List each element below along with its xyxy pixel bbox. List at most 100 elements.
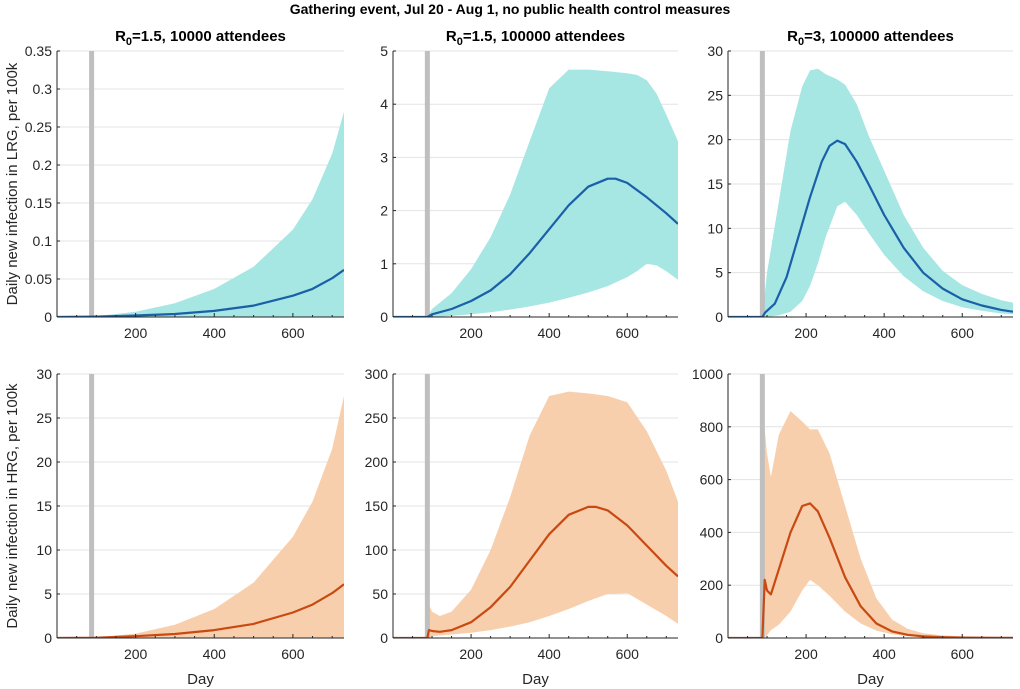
mean-line: [393, 177, 678, 317]
panel-6: 0 200 400 600 800 1000 200 400 600 Day: [692, 366, 1013, 688]
y-tick-label: 20: [707, 132, 723, 148]
y-tick-label: 0.3: [33, 81, 53, 97]
y-tick-label: 0: [380, 630, 388, 646]
plot-area: [393, 51, 678, 317]
y-tick-label: 200: [365, 454, 389, 470]
y-tick-label: 5: [715, 265, 723, 281]
uncertainty-band: [427, 391, 678, 638]
panel-title-r: R: [446, 28, 457, 45]
y-tick-label: 0.2: [33, 157, 53, 173]
y-tick-label: 800: [700, 419, 724, 435]
y-tick-label: 0.05: [25, 271, 52, 287]
y-tick-label: 15: [707, 176, 723, 192]
x-tick-label: 400: [203, 325, 227, 341]
panel-title-rest: =3, 100000 attendees: [804, 28, 954, 45]
y-tick-label: 20: [36, 454, 52, 470]
x-tick-label: 400: [872, 646, 896, 662]
y-tick-label: 400: [700, 524, 724, 540]
y-tick-label: 300: [365, 366, 389, 382]
y-tick-label: 0.25: [25, 119, 52, 135]
panel-title-subscript: 0: [798, 36, 804, 48]
panel-4: 0 5 10 15 20 25 30 200 400 600 Daily new infection…: [4, 366, 344, 688]
x-tick-label: 400: [872, 325, 896, 341]
panel-title-r: R: [787, 28, 798, 45]
y-tick-label: 0: [715, 309, 723, 325]
x-tick-label: 200: [459, 325, 483, 341]
x-axis-label: Day: [187, 671, 214, 688]
mean-line: [728, 502, 1013, 638]
y-tick-label: 150: [365, 498, 389, 514]
event-marker-bar: [759, 374, 765, 638]
x-tick-label: 200: [794, 646, 818, 662]
y-tick-label: 50: [372, 586, 388, 602]
y-tick-label: 25: [36, 410, 52, 426]
y-tick-label: 0: [44, 630, 52, 646]
event-marker-bar: [424, 51, 430, 317]
y-tick-label: 4: [380, 96, 388, 112]
y-tick-label: 0: [44, 309, 52, 325]
x-tick-label: 600: [281, 325, 305, 341]
figure-title: Gathering event, Jul 20 - Aug 1, no publ…: [290, 1, 731, 17]
y-tick-label: 100: [365, 542, 389, 558]
panel-title-r: R: [115, 28, 126, 45]
event-marker-bar: [424, 374, 430, 638]
event-marker-bar: [89, 374, 95, 638]
x-tick-label: 600: [616, 646, 640, 662]
x-axis-label: Day: [857, 671, 884, 688]
y-tick-label: 25: [707, 87, 723, 103]
panel-title: R0=1.5, 10000 attendees: [115, 28, 286, 48]
panel-title-rest: =1.5, 100000 attendees: [463, 28, 625, 45]
x-tick-label: 400: [537, 646, 561, 662]
y-tick-label: 2: [380, 203, 388, 219]
y-tick-label: 0.1: [33, 233, 53, 249]
x-tick-label: 400: [203, 646, 227, 662]
panel-5: 0 50 100 150 200 250 300 200 400 600 Day: [365, 366, 678, 688]
y-axis-label: Daily new infection in LRG, per 100k: [4, 62, 21, 305]
y-tick-label: 15: [36, 498, 52, 514]
plot-area: [57, 51, 344, 317]
plot-area: [393, 374, 678, 638]
y-tick-label: 5: [380, 43, 388, 59]
x-tick-label: 600: [281, 646, 305, 662]
y-tick-label: 10: [36, 542, 52, 558]
y-tick-label: 250: [365, 410, 389, 426]
x-tick-label: 600: [951, 325, 975, 341]
plot-area: [728, 51, 1013, 317]
y-tick-label: 0.15: [25, 195, 52, 211]
panel-title-subscript: 0: [457, 36, 463, 48]
x-tick-label: 200: [124, 646, 148, 662]
y-tick-label: 600: [700, 472, 724, 488]
uncertainty-band: [427, 69, 678, 317]
x-tick-label: 600: [616, 325, 640, 341]
uncertainty-band: [762, 68, 1013, 317]
x-tick-label: 600: [951, 646, 975, 662]
x-tick-label: 200: [459, 646, 483, 662]
x-tick-label: 200: [124, 325, 148, 341]
panel-title: R0=3, 100000 attendees: [787, 28, 954, 48]
y-tick-label: 3: [380, 149, 388, 165]
y-tick-label: 30: [707, 43, 723, 59]
y-tick-label: 0: [715, 630, 723, 646]
y-tick-label: 1: [380, 256, 388, 272]
y-tick-label: 0.35: [25, 43, 52, 59]
y-axis-label: Daily new infection in HRG, per 100k: [4, 383, 21, 629]
uncertainty-band: [57, 111, 344, 317]
plot-area: [728, 374, 1013, 638]
event-marker-bar: [89, 51, 95, 317]
uncertainty-band: [57, 396, 344, 638]
y-tick-label: 30: [36, 366, 52, 382]
mean-line: [393, 505, 678, 638]
y-tick-label: 5: [44, 586, 52, 602]
panel-title-rest: =1.5, 10000 attendees: [132, 28, 286, 45]
y-tick-label: 10: [707, 220, 723, 236]
uncertainty-band: [762, 411, 1013, 638]
x-axis-label: Day: [522, 671, 549, 688]
y-tick-label: 200: [700, 577, 724, 593]
y-tick-label: 0: [380, 309, 388, 325]
y-tick-label: 1000: [692, 366, 723, 382]
panel-title-subscript: 0: [126, 36, 132, 48]
